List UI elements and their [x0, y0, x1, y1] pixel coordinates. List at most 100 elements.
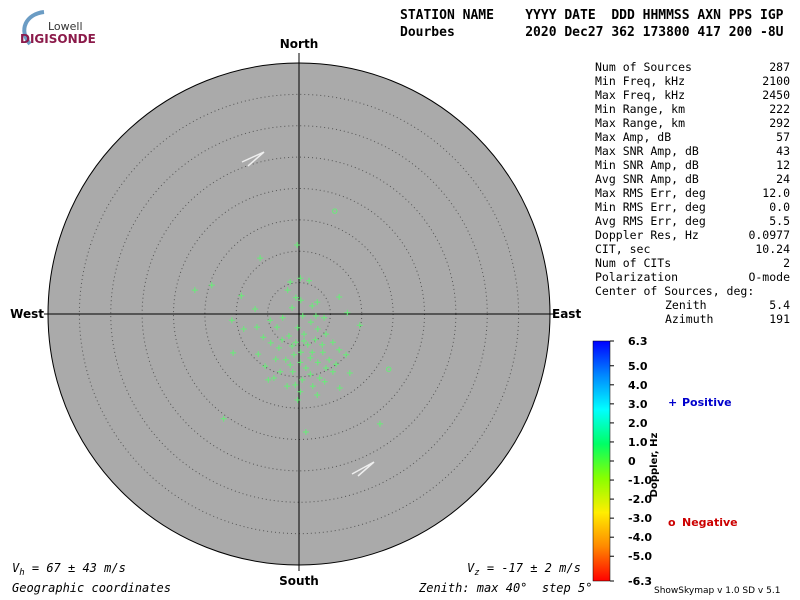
colorbar-tick-label: 1.0 — [628, 436, 648, 449]
parameters: Num of Sources 287 Min Freq, kHz 2100 Max Fr… — [595, 60, 790, 326]
source-point — [274, 324, 281, 331]
param-label: Max Freq, kHz — [595, 88, 685, 102]
source-point — [287, 361, 294, 368]
zenith-step: 5° — [578, 581, 592, 595]
source-point — [284, 287, 291, 294]
source-point — [191, 287, 198, 294]
source-point — [314, 326, 321, 333]
param-value: 2100 — [762, 74, 790, 88]
param-value: 5.5 — [769, 214, 790, 228]
source-point — [322, 331, 329, 338]
direction-label: East — [552, 307, 581, 321]
source-point — [289, 368, 296, 375]
zenith-max: 40° — [506, 581, 528, 595]
colorbar-tick-label: -1.0 — [628, 474, 652, 487]
source-point — [240, 326, 247, 333]
logo-line1: Lowell — [48, 20, 83, 33]
colorbar-tick-label: 0 — [628, 455, 636, 468]
logo-swoosh — [22, 10, 45, 46]
source-point — [257, 255, 264, 262]
param-label: CIT, sec — [595, 242, 650, 256]
vh-sub: h — [19, 568, 24, 578]
source-point — [386, 366, 392, 372]
source-point — [292, 339, 299, 346]
source-point — [312, 312, 319, 319]
source-point — [297, 275, 304, 282]
header-labels: STATION NAME YYYY DATE DDD HHMMSS AXN PP… — [400, 8, 784, 23]
colorbar-tick-label: 4.0 — [628, 379, 648, 392]
param-label: Max Amp, dB — [595, 130, 671, 144]
vh-text: = 67 ± 43 m/s — [25, 561, 126, 575]
source-point — [279, 314, 286, 321]
colorbar-tick-label: 5.0 — [628, 360, 648, 373]
colorbar-tick-label: 3.0 — [628, 398, 648, 411]
colorbar-tick-label: 2.0 — [628, 417, 648, 430]
source-point — [322, 364, 329, 371]
source-point — [316, 375, 323, 382]
source-point — [301, 337, 308, 344]
source-point — [302, 364, 309, 371]
source-point — [333, 361, 340, 368]
param-label: Polarization — [595, 270, 678, 284]
source-point — [292, 294, 299, 301]
center-title: Center of Sources, deg: — [595, 284, 754, 298]
source-point — [287, 278, 294, 285]
header-values: Dourbes 2020 Dec27 362 173800 417 200 -8… — [400, 25, 784, 40]
source-point — [314, 391, 321, 398]
coords: Geographic coordinates — [12, 581, 171, 595]
vz-symbol: V — [467, 561, 475, 575]
source-point — [220, 415, 227, 422]
center-value: 191 — [769, 312, 790, 326]
vz: Vz = -17 ± 2 m/s — [467, 561, 581, 578]
colorbar-tick-label: -2.0 — [628, 493, 652, 506]
source-point — [307, 319, 314, 326]
source-point — [260, 334, 267, 341]
param-label: Min Freq, kHz — [595, 74, 685, 88]
direction-label: South — [279, 574, 319, 588]
source-point — [267, 317, 274, 324]
param-value: 24 — [776, 172, 790, 186]
source-point — [312, 336, 319, 343]
source-point — [294, 396, 301, 403]
source-point — [329, 368, 336, 375]
colorbar: 6.3 5.0 4.0 3.0 2.0 1.0 0 -1.0 -2.0 -3.0 -4.0 -5.0 -… — [592, 335, 660, 588]
source-point — [309, 349, 316, 356]
legend-marker: + — [668, 396, 677, 409]
param-label: Num of Sources — [595, 60, 692, 74]
source-point — [282, 356, 289, 363]
param-value: 12.0 — [762, 186, 790, 200]
source-point — [252, 305, 259, 312]
source-point — [262, 363, 269, 370]
vz-sub: z — [474, 568, 479, 578]
source-point — [238, 292, 245, 299]
param-value: 2450 — [762, 88, 790, 102]
marker-wedge — [241, 151, 265, 167]
source-point — [321, 378, 328, 385]
source-point — [285, 332, 292, 339]
vh: Vh = 67 ± 43 m/s — [12, 561, 126, 578]
param-value: 0.0 — [769, 200, 790, 214]
param-value: O-mode — [748, 270, 790, 284]
param-value: 222 — [769, 102, 790, 116]
source-point — [343, 351, 350, 358]
source-point — [336, 294, 343, 301]
source-point — [326, 356, 333, 363]
zenith-step-prefix: step — [542, 581, 571, 595]
source-point — [302, 428, 309, 435]
source-point — [292, 381, 299, 388]
param-label: Max RMS Err, deg — [595, 186, 706, 200]
source-point — [321, 314, 328, 321]
source-point — [344, 309, 351, 316]
source-point — [309, 383, 316, 390]
source-point — [279, 336, 286, 343]
source-point — [284, 383, 291, 390]
source-point — [329, 339, 336, 346]
param-value: 12 — [776, 158, 790, 172]
source-point — [275, 344, 282, 351]
source-point — [230, 349, 237, 356]
source-point — [314, 299, 321, 306]
source-point — [336, 346, 343, 353]
source-point — [255, 351, 262, 358]
legend-label: Positive — [682, 396, 732, 409]
